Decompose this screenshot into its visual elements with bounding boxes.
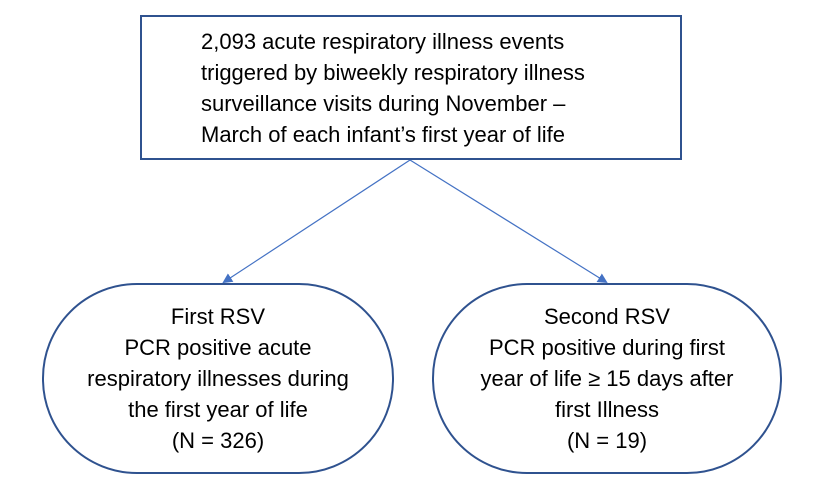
second-rsv-text: Second RSV PCR positive during first yea… bbox=[481, 301, 734, 456]
total-events-line-1: 2,093 acute respiratory illness events bbox=[201, 28, 565, 54]
total-events-text: 2,093 acute respiratory illness events t… bbox=[191, 26, 631, 150]
first-rsv-line-2: PCR positive acute bbox=[124, 335, 312, 360]
first-rsv-line-4: the first year of life bbox=[128, 397, 308, 422]
second-rsv-count: (N = 19) bbox=[566, 428, 648, 453]
second-rsv-line-1: Second RSV bbox=[544, 304, 670, 329]
second-rsv-line-2: PCR positive during first bbox=[489, 335, 725, 360]
second-rsv-line-4: first Illness bbox=[555, 397, 659, 422]
second-rsv-line-3: year of life ≥ 15 days after bbox=[480, 366, 734, 391]
arrow-to-second-rsv bbox=[409, 159, 608, 284]
total-events-line-4: March of each infant’s first year of lif… bbox=[201, 121, 565, 147]
first-rsv-box: First RSV PCR positive acute respiratory… bbox=[42, 283, 394, 474]
second-rsv-box: Second RSV PCR positive during first yea… bbox=[432, 283, 782, 474]
arrow-to-first-rsv bbox=[222, 159, 411, 284]
first-rsv-count: (N = 326) bbox=[171, 428, 265, 453]
first-rsv-text: First RSV PCR positive acute respiratory… bbox=[87, 301, 349, 456]
first-rsv-line-3: respiratory illnesses during bbox=[87, 366, 349, 391]
total-events-line-2: triggered by biweekly respiratory illnes… bbox=[201, 59, 585, 85]
total-events-box: 2,093 acute respiratory illness events t… bbox=[140, 15, 682, 160]
first-rsv-line-1: First RSV bbox=[170, 304, 266, 329]
total-events-line-3: surveillance visits during November – bbox=[201, 90, 566, 116]
